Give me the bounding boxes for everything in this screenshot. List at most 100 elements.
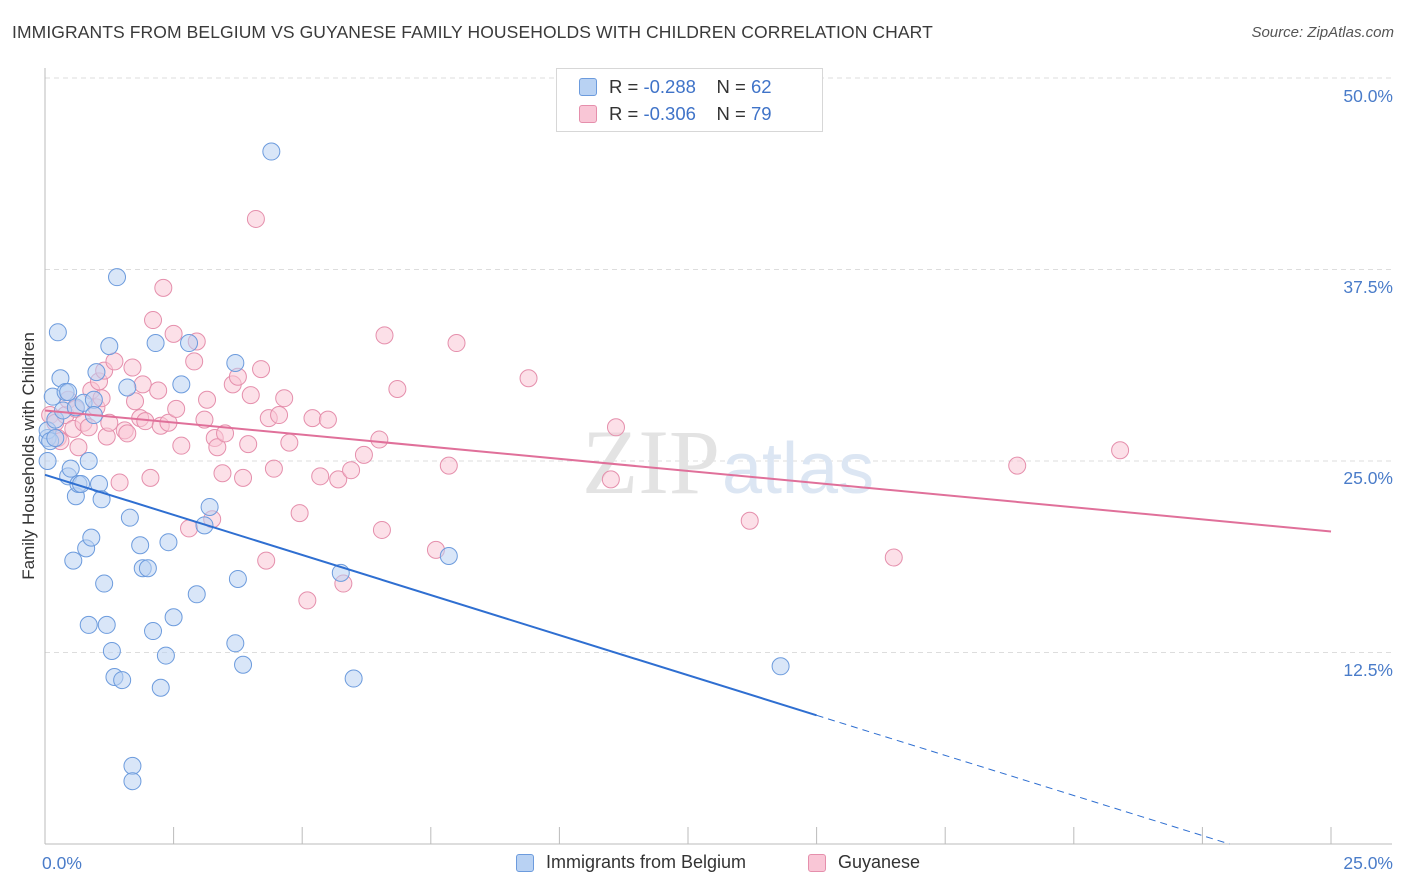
trend-lines — [44, 409, 1332, 845]
belgium-point — [123, 756, 142, 775]
belgium-point — [226, 353, 245, 372]
belgium-point — [120, 508, 139, 527]
belgium-point — [59, 383, 78, 402]
x-tick-max: 25.0% — [1343, 853, 1393, 873]
bottom-legend-belgium: Immigrants from Belgium — [516, 852, 746, 873]
belgium-point — [87, 363, 106, 382]
guyanese-point — [884, 548, 903, 567]
belgium-trend-line — [44, 473, 817, 717]
legend-swatch-guyanese — [579, 105, 597, 123]
guyanese-point — [118, 424, 137, 443]
guyanese-point — [1111, 441, 1130, 460]
guyanese-point — [270, 406, 289, 425]
watermark-zip: ZIP — [582, 411, 720, 513]
belgium-point — [156, 646, 175, 665]
guyanese-point — [252, 360, 271, 379]
belgium-point — [159, 533, 178, 552]
bottom-legend-guyanese: Guyanese — [808, 852, 920, 873]
guyanese-point — [198, 390, 217, 409]
guyanese-point — [213, 464, 232, 483]
belgium-point — [92, 490, 111, 509]
belgium-point — [84, 390, 103, 409]
chart-title: IMMIGRANTS FROM BELGIUM VS GUYANESE FAMI… — [12, 22, 933, 42]
guyanese-point — [318, 410, 337, 429]
guyanese-point — [167, 399, 186, 418]
guyanese-point — [370, 430, 389, 449]
guyanese-point — [123, 358, 142, 377]
legend-r-label: R = — [609, 76, 639, 97]
belgium-point — [46, 429, 65, 448]
guyanese-point — [246, 209, 265, 228]
belgium-point — [48, 323, 67, 342]
y-tick-37-5: 37.5% — [1343, 277, 1393, 297]
guyanese-point — [100, 413, 119, 432]
legend-n-label: N = — [716, 103, 746, 124]
belgium-point — [138, 559, 157, 578]
guyanese-point — [275, 389, 294, 408]
guyanese-point — [172, 436, 191, 455]
y-tick-50: 50.0% — [1343, 86, 1393, 106]
guyanese-trend-line — [44, 409, 1332, 533]
belgium-point — [118, 378, 137, 397]
watermark-atlas: atlas — [722, 429, 874, 509]
guyanese-point — [105, 352, 124, 371]
guyanese-point — [164, 324, 183, 343]
guyanese-point — [264, 459, 283, 478]
legend-row-belgium: R = -0.288 N = 62 — [579, 75, 772, 99]
bottom-legend-label-guyanese: Guyanese — [838, 852, 921, 872]
guyanese-points — [41, 209, 1130, 610]
guyanese-point — [241, 386, 260, 405]
chart-source: Source: ZipAtlas.com — [1251, 24, 1394, 41]
bottom-legend-swatch-guyanese — [808, 853, 826, 872]
guyanese-point — [133, 375, 152, 394]
belgium-point — [123, 772, 142, 791]
belgium-points — [38, 142, 790, 791]
belgium-point — [131, 536, 150, 555]
guyanese-point — [740, 511, 759, 530]
guyanese-point — [234, 468, 253, 487]
belgium-point — [151, 678, 170, 697]
belgium-point — [38, 452, 57, 470]
guyanese-point — [195, 410, 214, 429]
belgium-point — [180, 334, 199, 353]
guyanese-point — [388, 379, 407, 398]
belgium-point — [234, 655, 253, 674]
legend-swatch-belgium — [579, 78, 597, 96]
belgium-point — [95, 574, 114, 593]
bottom-legend-label-belgium: Immigrants from Belgium — [546, 852, 747, 872]
guyanese-point — [303, 409, 322, 428]
guyanese-point — [144, 311, 163, 330]
belgium-point — [97, 615, 116, 634]
guyanese-point — [311, 467, 330, 486]
guyanese-point — [280, 433, 299, 452]
guyanese-point — [110, 473, 129, 492]
y-tick-12-5: 12.5% — [1343, 660, 1393, 680]
belgium-point — [200, 497, 219, 516]
legend-row-guyanese: R = -0.306 N = 79 — [579, 102, 772, 126]
belgium-point — [144, 622, 163, 641]
guyanese-point — [519, 369, 538, 388]
belgium-point — [771, 657, 790, 676]
belgium-point — [164, 608, 183, 627]
guyanese-point — [154, 278, 173, 297]
legend-r-value-belgium: -0.288 — [643, 76, 696, 97]
legend-r-label: R = — [609, 103, 639, 124]
belgium-point — [79, 615, 98, 634]
belgium-point — [100, 337, 119, 356]
stats-legend: R = -0.288 N = 62 R = -0.306 N = 79 — [556, 68, 823, 132]
y-tick-25: 25.0% — [1343, 468, 1393, 488]
belgium-point — [262, 142, 281, 161]
guyanese-point — [298, 591, 317, 610]
legend-n-value-guyanese: 79 — [750, 103, 772, 124]
belgium-point — [172, 375, 191, 394]
guyanese-point — [126, 392, 145, 411]
belgium-point — [82, 528, 101, 547]
belgium-point — [79, 452, 98, 470]
belgium-point — [102, 641, 121, 660]
guyanese-point — [375, 326, 394, 345]
guyanese-point — [372, 520, 391, 539]
legend-n-value-belgium: 62 — [750, 76, 772, 97]
guyanese-point — [439, 456, 458, 475]
belgium-point — [64, 551, 83, 570]
